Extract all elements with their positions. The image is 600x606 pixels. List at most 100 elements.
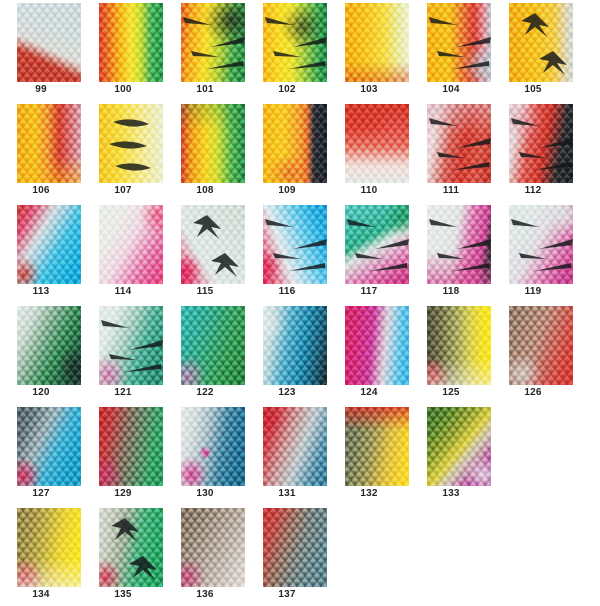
swatch-cell[interactable]: 119 <box>492 202 574 303</box>
swatch-thumbnail[interactable] <box>17 104 81 183</box>
swatch-cell[interactable]: 121 <box>82 303 164 404</box>
swatch-thumbnail[interactable] <box>345 104 409 183</box>
scale-highlight-icon <box>181 104 245 183</box>
swatch-cell[interactable]: 109 <box>246 101 328 202</box>
scale-highlight-icon <box>17 205 81 284</box>
swatch-thumbnail[interactable] <box>263 508 327 587</box>
swatch-thumbnail[interactable] <box>263 407 327 486</box>
swatch-cell[interactable]: 104 <box>410 0 492 101</box>
swatch-cell[interactable]: 123 <box>246 303 328 404</box>
swatch-label: 125 <box>442 387 460 398</box>
swatch-thumbnail[interactable] <box>345 407 409 486</box>
swatch-cell[interactable]: 117 <box>328 202 410 303</box>
swatch-thumbnail[interactable] <box>99 104 163 183</box>
swatch-cell[interactable]: 100 <box>82 0 164 101</box>
stars-dark-icon <box>193 215 239 277</box>
swatch-thumbnail[interactable] <box>181 3 245 82</box>
swatch-thumbnail[interactable] <box>99 3 163 82</box>
swatch-thumbnail[interactable] <box>427 205 491 284</box>
swatch-cell[interactable]: 131 <box>246 404 328 505</box>
swatch-label: 122 <box>196 387 214 398</box>
swatch-cell[interactable]: 102 <box>246 0 328 101</box>
swatch-cell[interactable]: 113 <box>0 202 82 303</box>
swatch-thumbnail[interactable] <box>263 205 327 284</box>
scale-texture-icon <box>263 407 327 486</box>
swatch-thumbnail[interactable] <box>17 3 81 82</box>
swatch-base-gradient <box>99 3 163 82</box>
swatch-cell[interactable]: 116 <box>246 202 328 303</box>
swatch-cell[interactable]: 137 <box>246 505 328 606</box>
swatch-thumbnail[interactable] <box>99 205 163 284</box>
swatch-cell[interactable]: 130 <box>164 404 246 505</box>
swatch-base-gradient <box>345 306 409 385</box>
swatch-thumbnail[interactable] <box>427 3 491 82</box>
swatch-overlay-primary <box>17 306 81 385</box>
swatch-cell[interactable]: 118 <box>410 202 492 303</box>
swatch-cell[interactable]: 124 <box>328 303 410 404</box>
swatch-thumbnail[interactable] <box>99 306 163 385</box>
swatch-thumbnail[interactable] <box>263 3 327 82</box>
swatch-thumbnail[interactable] <box>17 205 81 284</box>
swatch-thumbnail[interactable] <box>345 205 409 284</box>
scale-texture-icon <box>345 3 409 82</box>
swatch-cell[interactable]: 133 <box>410 404 492 505</box>
fish-dark-icon <box>109 119 151 171</box>
swatch-cell[interactable]: 129 <box>82 404 164 505</box>
swatch-thumbnail[interactable] <box>17 306 81 385</box>
swatch-label: 118 <box>442 286 460 297</box>
swatch-thumbnail[interactable] <box>345 306 409 385</box>
swatch-cell[interactable]: 105 <box>492 0 574 101</box>
swatch-thumbnail[interactable] <box>99 407 163 486</box>
swatch-cell[interactable]: 120 <box>0 303 82 404</box>
swatch-cell[interactable]: 127 <box>0 404 82 505</box>
swatch-thumbnail[interactable] <box>263 104 327 183</box>
swatch-cell[interactable]: 136 <box>164 505 246 606</box>
swatch-thumbnail[interactable] <box>427 306 491 385</box>
swatch-thumbnail[interactable] <box>427 407 491 486</box>
swatch-cell[interactable]: 101 <box>164 0 246 101</box>
swatch-cell[interactable]: 125 <box>410 303 492 404</box>
swatch-thumbnail[interactable] <box>345 3 409 82</box>
swatch-cell[interactable]: 122 <box>164 303 246 404</box>
scale-highlight-icon <box>263 508 327 587</box>
swatch-thumbnail[interactable] <box>427 104 491 183</box>
swatch-cell[interactable]: 134 <box>0 505 82 606</box>
scale-texture-icon <box>509 306 573 385</box>
swatch-cell[interactable]: 99 <box>0 0 82 101</box>
swatch-row: 127 129 130 131 132 133 <box>0 404 600 505</box>
swatch-cell[interactable]: 111 <box>410 101 492 202</box>
swatch-cell[interactable]: 126 <box>492 303 574 404</box>
swatch-cell[interactable]: 135 <box>82 505 164 606</box>
swatch-thumbnail[interactable] <box>181 508 245 587</box>
swatch-cell[interactable]: 112 <box>492 101 574 202</box>
scale-highlight-icon <box>17 508 81 587</box>
swatch-cell[interactable]: 103 <box>328 0 410 101</box>
swatch-cell[interactable]: 132 <box>328 404 410 505</box>
swatch-base-gradient <box>181 104 245 183</box>
swatch-cell[interactable]: 110 <box>328 101 410 202</box>
swatch-thumbnail[interactable] <box>263 306 327 385</box>
swatch-cell[interactable]: 114 <box>82 202 164 303</box>
swatch-thumbnail[interactable] <box>99 508 163 587</box>
swatch-label: 107 <box>114 185 132 196</box>
swatch-thumbnail[interactable] <box>509 205 573 284</box>
swatch-thumbnail[interactable] <box>181 205 245 284</box>
swatch-label: 103 <box>360 84 378 95</box>
swatch-thumbnail[interactable] <box>181 407 245 486</box>
swatch-thumbnail[interactable] <box>509 306 573 385</box>
swatch-thumbnail[interactable] <box>509 104 573 183</box>
swatch-cell[interactable]: 115 <box>164 202 246 303</box>
swatch-thumbnail[interactable] <box>17 407 81 486</box>
swatch-overlay-primary <box>17 3 81 82</box>
swatch-cell[interactable]: 107 <box>82 101 164 202</box>
swatch-cell[interactable]: 106 <box>0 101 82 202</box>
swatch-thumbnail[interactable] <box>181 306 245 385</box>
swatch-thumbnail[interactable] <box>181 104 245 183</box>
swatch-thumbnail[interactable] <box>17 508 81 587</box>
scale-texture-icon <box>17 205 81 284</box>
spikes-dark-icon <box>429 219 491 271</box>
swatch-cell[interactable]: 108 <box>164 101 246 202</box>
swatch-thumbnail[interactable] <box>509 3 573 82</box>
scale-texture-icon <box>263 508 327 587</box>
